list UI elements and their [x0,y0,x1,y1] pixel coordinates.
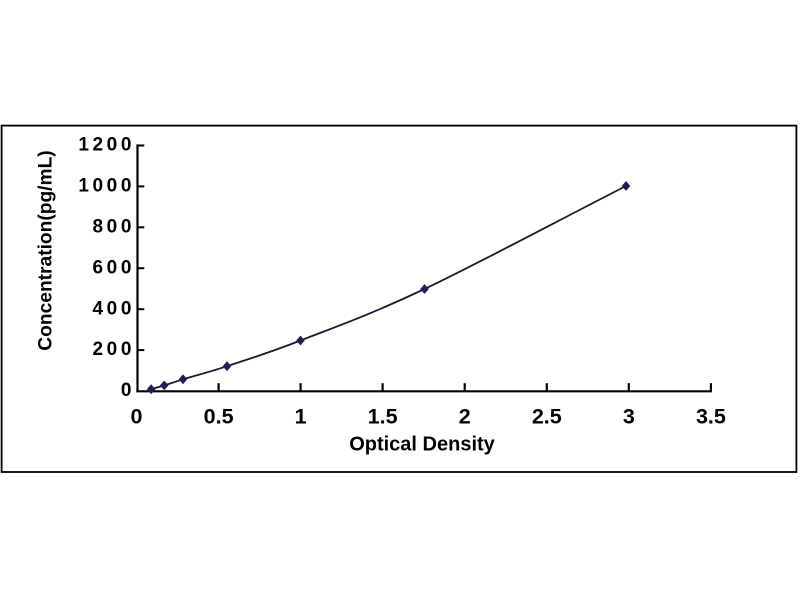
svg-text:2: 2 [459,404,471,428]
svg-text:1200: 1200 [78,135,135,156]
svg-text:Concentration(pg/mL): Concentration(pg/mL) [36,150,57,350]
svg-text:2.5: 2.5 [532,404,562,428]
svg-text:600: 600 [92,257,135,278]
svg-text:0: 0 [131,404,143,428]
svg-text:800: 800 [92,216,135,237]
svg-text:0: 0 [121,380,135,401]
svg-text:0.5: 0.5 [204,404,234,428]
svg-text:400: 400 [92,298,135,319]
svg-text:200: 200 [92,339,135,360]
svg-text:1: 1 [295,404,307,428]
svg-text:Optical Density: Optical Density [349,433,495,455]
svg-text:3.5: 3.5 [696,404,726,428]
svg-text:1.5: 1.5 [368,404,398,428]
svg-text:3: 3 [623,404,635,428]
svg-text:1000: 1000 [78,176,135,197]
